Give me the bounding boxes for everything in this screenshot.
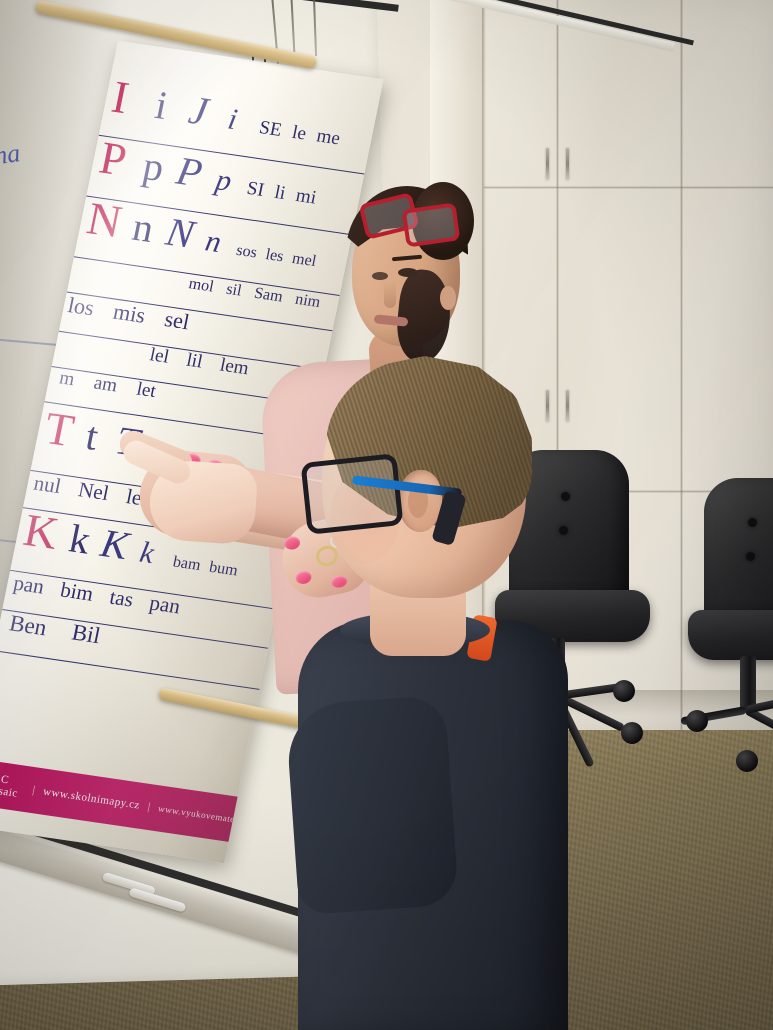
cabinet-handle[interactable] <box>566 148 569 180</box>
teacher-ear <box>440 286 456 310</box>
poster-word: let <box>134 378 158 403</box>
teacher-fingernail <box>330 574 349 590</box>
pillar-edge <box>482 0 486 730</box>
teacher-eye <box>372 272 388 280</box>
footer-separator-2: | <box>146 800 152 814</box>
poster-word: nim <box>293 290 322 312</box>
student-glasses-icon[interactable] <box>300 453 404 535</box>
poster-cursive-lowercase: k <box>137 535 157 571</box>
poster-word: bam <box>171 553 203 575</box>
chair-caster <box>613 680 635 702</box>
poster-word: lel <box>147 344 171 368</box>
poster-word: m <box>57 367 77 391</box>
poster-brand-name: ABC Mosaic <box>0 771 19 800</box>
poster-word[interactable]: sel <box>162 306 192 335</box>
poster-url-secondary[interactable]: www.vyukovematerialy.cz <box>157 803 266 829</box>
poster-word: mel <box>290 249 318 271</box>
chair-caster <box>686 710 708 732</box>
poster-word: nul <box>31 470 64 499</box>
poster-word: les <box>264 246 286 266</box>
poster-word: li <box>272 181 288 205</box>
poster-word: Nel <box>76 477 112 506</box>
poster-word: pan <box>11 570 47 599</box>
cabinet-seam <box>680 0 683 730</box>
poster-word: bum <box>207 558 240 580</box>
poster-url-primary[interactable]: www.skolnimapy.cz <box>42 785 142 812</box>
teacher-eye <box>398 268 418 277</box>
poster-word-los[interactable]: los <box>65 292 97 321</box>
poster-word[interactable]: mis <box>111 298 148 328</box>
poster-word: sil <box>224 280 244 300</box>
teacher-glasses-icon[interactable] <box>401 202 461 248</box>
poster-word: pan <box>147 590 183 619</box>
chair-tuft <box>746 552 755 561</box>
poster-word: lem <box>218 354 251 380</box>
poster-word: le <box>290 121 309 145</box>
chair-column <box>740 656 756 710</box>
poster-word: SI <box>245 177 266 201</box>
teacher-nose <box>384 282 396 308</box>
poster-word: me <box>314 125 342 150</box>
office-chair-right[interactable] <box>680 478 773 798</box>
poster-footer-band[interactable]: ABC Mosaic | www.skolnimapy.cz | www.vyu… <box>0 756 270 847</box>
cabinet-handle[interactable] <box>566 390 569 422</box>
chair-seat <box>688 610 773 660</box>
poster-word: mol <box>187 275 216 296</box>
chair-tuft <box>559 526 568 535</box>
poster-word: sos <box>234 241 259 262</box>
teacher-fingernail <box>294 569 313 586</box>
poster-word: mi <box>294 185 319 209</box>
poster-word: SE <box>257 117 284 141</box>
footer-separator: | <box>31 784 37 797</box>
cabinet-handle[interactable] <box>546 148 549 180</box>
poster-word: bim <box>58 577 96 606</box>
poster-word: lil <box>184 349 205 373</box>
teacher-hair-bun <box>412 182 474 260</box>
chair-caster <box>736 750 758 772</box>
poster-word: am <box>91 372 120 397</box>
student-sleeve <box>284 694 460 916</box>
chair-caster <box>621 722 643 744</box>
poster-word: Sam <box>252 284 285 306</box>
cabinet-seam <box>556 0 559 730</box>
cabinet-handle[interactable] <box>546 390 549 422</box>
poster-word: Bil <box>69 619 103 649</box>
cabinet-seam <box>430 186 773 189</box>
poster-word: Ben <box>7 610 49 641</box>
chair-tuft <box>748 518 757 527</box>
poster-word: tas <box>107 584 136 612</box>
chair-backrest <box>704 478 773 628</box>
chair-tuft <box>561 492 570 501</box>
